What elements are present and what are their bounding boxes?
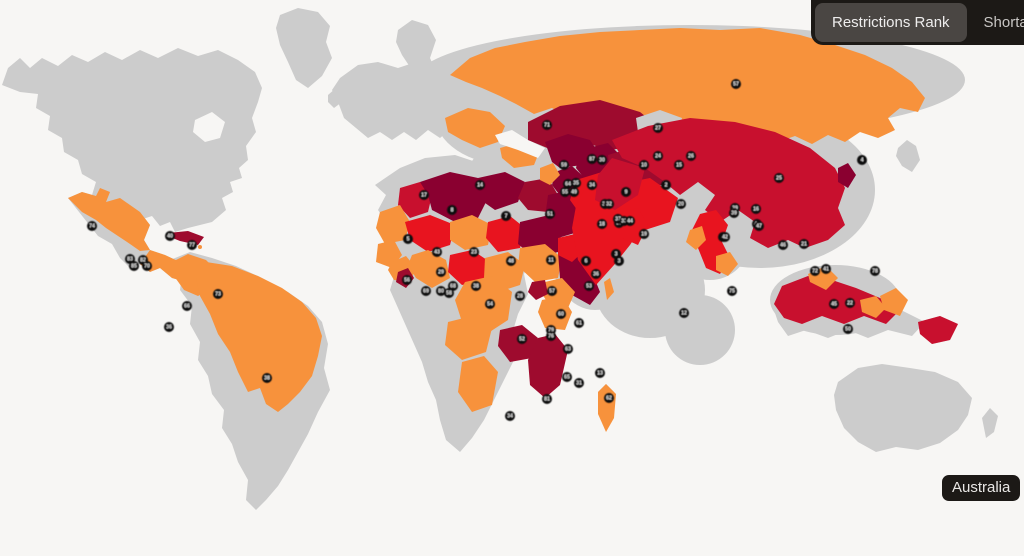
svg-text:49: 49 xyxy=(571,190,577,196)
svg-text:56: 56 xyxy=(404,278,410,284)
svg-text:39: 39 xyxy=(731,211,737,217)
svg-text:46: 46 xyxy=(780,243,786,249)
svg-text:29: 29 xyxy=(438,270,444,276)
svg-text:65: 65 xyxy=(564,375,570,381)
svg-text:36: 36 xyxy=(166,325,172,331)
svg-text:57: 57 xyxy=(549,289,555,295)
svg-text:3: 3 xyxy=(615,252,618,258)
svg-text:54: 54 xyxy=(487,302,493,308)
svg-text:8: 8 xyxy=(451,208,454,214)
svg-text:75: 75 xyxy=(729,289,735,295)
svg-text:44: 44 xyxy=(627,219,633,225)
svg-text:11: 11 xyxy=(548,258,554,264)
svg-text:51: 51 xyxy=(547,212,553,218)
svg-text:50: 50 xyxy=(845,327,851,333)
svg-text:7: 7 xyxy=(505,214,508,220)
svg-text:21: 21 xyxy=(801,242,807,248)
svg-text:27: 27 xyxy=(655,126,661,132)
svg-text:14: 14 xyxy=(477,183,483,189)
svg-text:38: 38 xyxy=(473,284,479,290)
svg-text:45: 45 xyxy=(831,302,837,308)
svg-text:24: 24 xyxy=(655,154,661,160)
svg-text:66: 66 xyxy=(184,304,190,310)
svg-text:5: 5 xyxy=(407,237,410,243)
svg-text:74: 74 xyxy=(89,224,95,230)
svg-text:13: 13 xyxy=(597,371,603,377)
svg-text:55: 55 xyxy=(562,190,568,196)
svg-text:34: 34 xyxy=(589,183,595,189)
svg-text:71: 71 xyxy=(544,123,550,129)
svg-text:63: 63 xyxy=(565,347,571,353)
svg-text:22: 22 xyxy=(847,301,853,307)
svg-text:34: 34 xyxy=(507,414,513,420)
svg-text:87: 87 xyxy=(589,157,595,163)
svg-text:20: 20 xyxy=(678,202,684,208)
svg-text:23: 23 xyxy=(471,250,477,256)
svg-text:69: 69 xyxy=(423,289,429,295)
svg-text:60: 60 xyxy=(558,312,564,318)
svg-text:9: 9 xyxy=(625,190,628,196)
svg-text:28: 28 xyxy=(517,294,523,300)
svg-text:19: 19 xyxy=(641,232,647,238)
svg-text:15: 15 xyxy=(676,163,682,169)
svg-text:10: 10 xyxy=(641,163,647,169)
svg-text:18: 18 xyxy=(599,222,605,228)
svg-text:26: 26 xyxy=(688,154,694,160)
svg-text:57: 57 xyxy=(733,82,739,88)
svg-text:12: 12 xyxy=(681,311,687,317)
svg-text:81: 81 xyxy=(544,397,550,403)
svg-text:30: 30 xyxy=(599,158,605,164)
svg-text:73: 73 xyxy=(215,292,221,298)
svg-text:80: 80 xyxy=(438,289,444,295)
svg-text:76: 76 xyxy=(548,334,554,340)
svg-text:58: 58 xyxy=(446,291,452,297)
svg-text:2: 2 xyxy=(665,183,668,189)
svg-text:16: 16 xyxy=(753,207,759,213)
svg-text:52: 52 xyxy=(519,337,525,343)
svg-text:38: 38 xyxy=(264,376,270,382)
svg-text:6: 6 xyxy=(585,259,588,265)
svg-text:43: 43 xyxy=(434,250,440,256)
svg-text:25: 25 xyxy=(776,176,782,182)
svg-text:42: 42 xyxy=(722,235,728,241)
svg-text:17: 17 xyxy=(421,193,427,199)
svg-text:47: 47 xyxy=(756,224,762,230)
svg-text:59: 59 xyxy=(561,163,567,169)
svg-text:62: 62 xyxy=(606,396,612,402)
svg-text:70: 70 xyxy=(144,264,150,270)
svg-text:78: 78 xyxy=(872,269,878,275)
svg-text:53: 53 xyxy=(586,284,592,290)
svg-text:32: 32 xyxy=(606,202,612,208)
svg-text:61: 61 xyxy=(576,321,582,327)
svg-text:4: 4 xyxy=(861,158,864,164)
svg-text:64: 64 xyxy=(565,182,571,188)
svg-text:48: 48 xyxy=(508,259,514,265)
svg-text:41: 41 xyxy=(823,267,829,273)
svg-text:40: 40 xyxy=(167,234,173,240)
svg-text:72: 72 xyxy=(812,269,818,275)
svg-text:35: 35 xyxy=(573,181,579,187)
svg-text:3: 3 xyxy=(618,259,621,265)
svg-text:31: 31 xyxy=(576,381,582,387)
svg-text:36: 36 xyxy=(593,272,599,278)
svg-text:77: 77 xyxy=(189,243,195,249)
svg-text:85: 85 xyxy=(131,264,137,270)
